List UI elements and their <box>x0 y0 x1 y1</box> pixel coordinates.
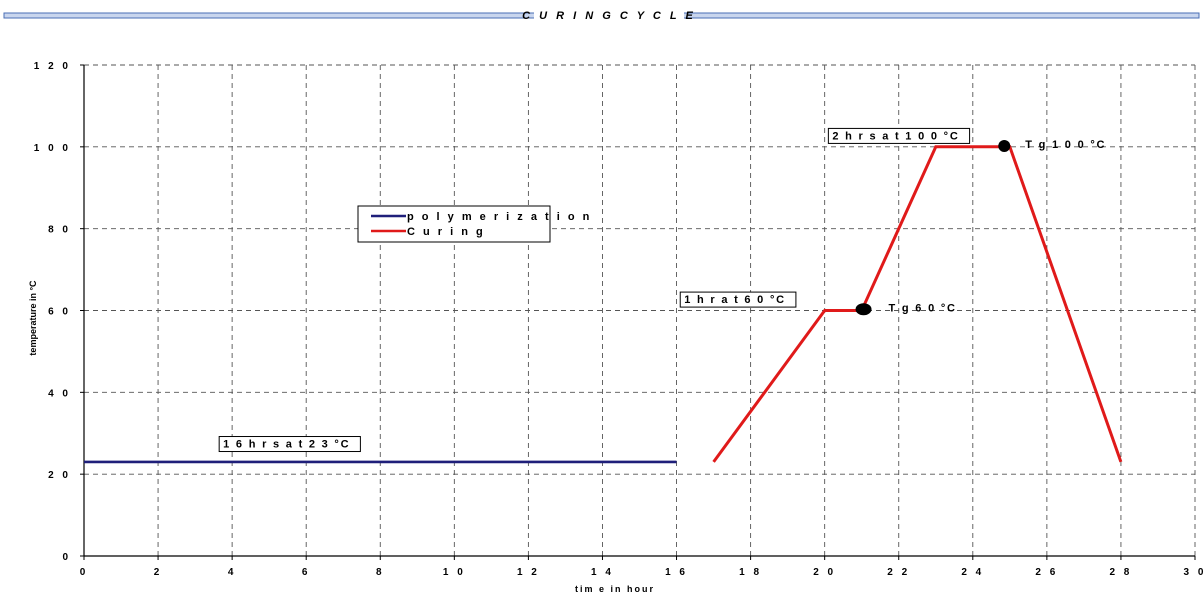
x-tick-label: 2 8 <box>1109 567 1132 578</box>
series-line <box>712 145 1123 463</box>
x-axis-title: tim e in hour <box>575 584 655 594</box>
title-background <box>534 8 684 22</box>
x-tick-label: 6 <box>302 567 311 578</box>
legend-label: p o l y m e r i z a t i o n <box>407 211 592 223</box>
y-tick-label: 4 0 <box>48 388 71 399</box>
point-label: T g 6 0 °C <box>889 302 957 314</box>
legend-label: C u r i n g <box>407 226 485 238</box>
y-tick-label: 2 0 <box>48 470 71 481</box>
x-tick-label: 8 <box>376 567 385 578</box>
annotation-box <box>679 291 797 308</box>
annotation-box <box>218 436 361 453</box>
data-point <box>998 140 1011 153</box>
y-tick-label: 8 0 <box>48 225 71 236</box>
x-tick-label: 1 8 <box>739 567 762 578</box>
y-axis-title: temperature in °C <box>28 280 38 356</box>
x-tick-label: 2 4 <box>961 567 984 578</box>
annotation-label: 1 6 h r s a t 2 3 °C <box>223 439 350 451</box>
x-tick-label: 4 <box>228 567 237 578</box>
x-tick-label: 1 0 <box>443 567 466 578</box>
y-tick-label: 6 0 <box>48 307 71 318</box>
data-point <box>855 303 872 316</box>
x-tick-label: 1 4 <box>591 567 614 578</box>
x-tick-label: 2 2 <box>887 567 910 578</box>
chart-title: C U R I N G C Y C L E <box>522 10 696 22</box>
x-tick-label: 2 6 <box>1035 567 1058 578</box>
x-tick-label: 1 2 <box>517 567 540 578</box>
y-tick-label: 0 <box>62 552 71 563</box>
legend-box <box>357 205 551 243</box>
point-label: T g 1 0 0 °C <box>1025 139 1106 151</box>
x-tick-label: 1 6 <box>665 567 688 578</box>
y-tick-label: 1 2 0 <box>34 61 71 72</box>
x-tick-label: 2 0 <box>813 567 836 578</box>
x-tick-label: 0 <box>80 567 89 578</box>
y-tick-label: 1 0 0 <box>34 143 71 154</box>
x-tick-label: 3 0 <box>1184 567 1203 578</box>
annotation-box <box>827 127 971 144</box>
annotation-label: 2 h r s a t 1 0 0 °C <box>832 130 959 142</box>
x-tick-label: 2 <box>154 567 163 578</box>
annotation-label: 1 h r a t 6 0 °C <box>684 294 786 306</box>
